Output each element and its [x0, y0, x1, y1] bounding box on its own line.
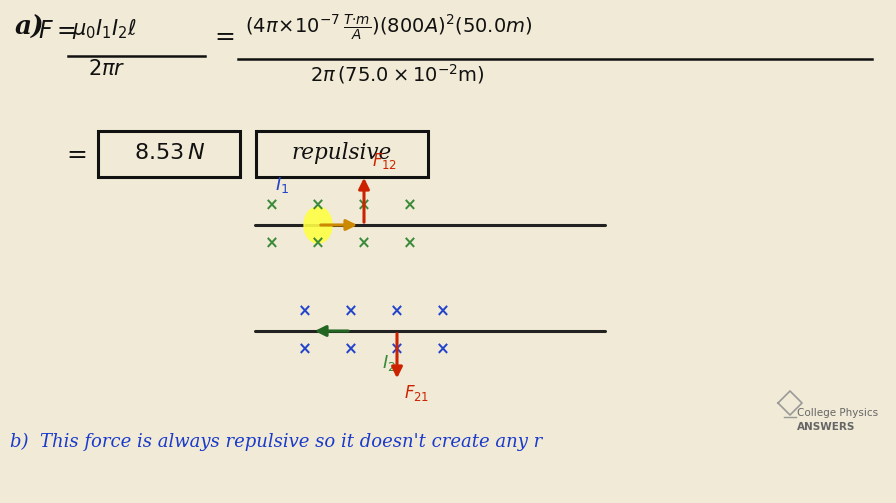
Ellipse shape	[304, 207, 332, 243]
Text: $\mu_0 I_1 I_2 \ell$: $\mu_0 I_1 I_2 \ell$	[72, 17, 137, 41]
Text: ×: ×	[344, 302, 358, 320]
Text: ×: ×	[265, 196, 279, 214]
Text: ANSWERS: ANSWERS	[797, 422, 856, 432]
Text: $F_{12}$: $F_{12}$	[372, 151, 397, 171]
Text: ×: ×	[390, 340, 404, 358]
Text: ×: ×	[311, 196, 325, 214]
Text: $F_{21}$: $F_{21}$	[404, 383, 429, 403]
Text: ×: ×	[298, 340, 312, 358]
Text: $(4\pi\!\times\!10^{-7}\,\frac{T{\cdot}m}{A})(800A)^2(50.0m)$: $(4\pi\!\times\!10^{-7}\,\frac{T{\cdot}m…	[245, 13, 532, 43]
Text: $2\pi\,(75.0\times10^{-2}\mathrm{m})$: $2\pi\,(75.0\times10^{-2}\mathrm{m})$	[310, 62, 485, 86]
Text: ×: ×	[436, 340, 450, 358]
Text: ×: ×	[403, 196, 417, 214]
Text: $2\pi r$: $2\pi r$	[88, 59, 125, 79]
Text: $=$: $=$	[210, 24, 235, 46]
Text: ×: ×	[344, 340, 358, 358]
Text: a): a)	[15, 15, 45, 40]
Text: $8.53\,N$: $8.53\,N$	[134, 142, 205, 164]
Text: ×: ×	[403, 234, 417, 252]
Text: ×: ×	[390, 302, 404, 320]
Text: ×: ×	[298, 302, 312, 320]
Text: $F =$: $F =$	[38, 20, 75, 42]
Text: $=$: $=$	[62, 141, 87, 164]
Text: ×: ×	[311, 234, 325, 252]
Text: repulsive: repulsive	[292, 142, 392, 164]
Text: ×: ×	[436, 302, 450, 320]
Text: College Physics: College Physics	[797, 408, 878, 418]
Text: b)  This force is always repulsive so it doesn't create any r: b) This force is always repulsive so it …	[10, 433, 542, 451]
Text: ×: ×	[265, 234, 279, 252]
Text: $I_1$: $I_1$	[275, 175, 289, 195]
Text: ×: ×	[358, 196, 371, 214]
Text: $I_2$: $I_2$	[382, 353, 396, 373]
Text: ×: ×	[358, 234, 371, 252]
